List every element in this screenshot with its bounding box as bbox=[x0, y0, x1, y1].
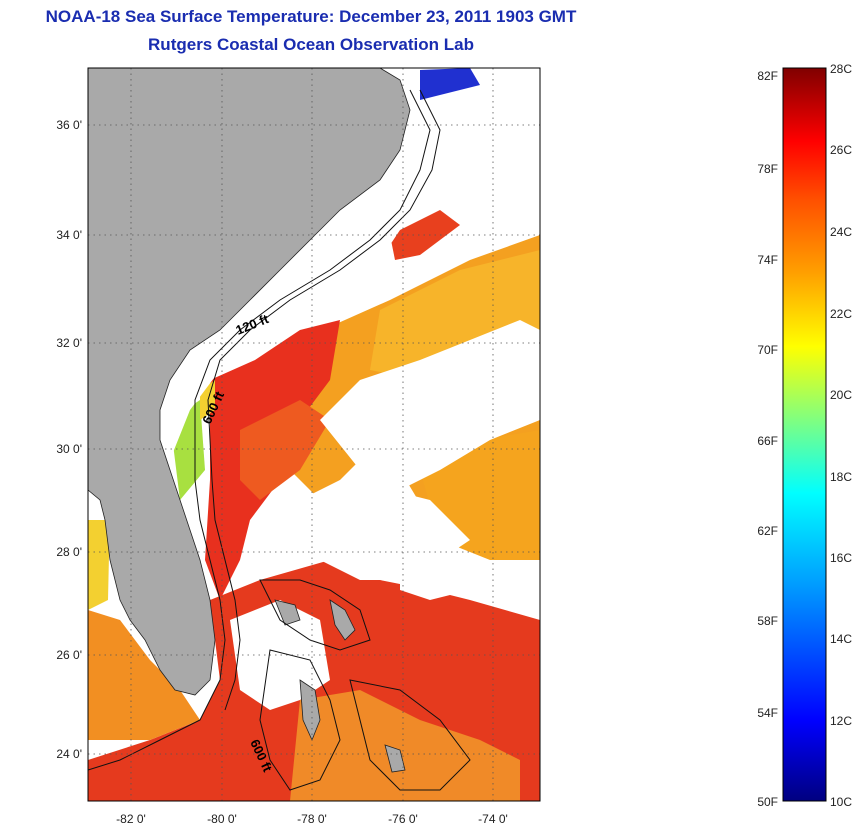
map-subtitle: Rutgers Coastal Ocean Observation Lab bbox=[148, 35, 474, 54]
colorbar-c-label: 14C bbox=[830, 632, 852, 646]
colorbar-f-label: 58F bbox=[757, 614, 778, 628]
colorbar-f-label: 66F bbox=[757, 434, 778, 448]
land-florida-us bbox=[88, 68, 411, 696]
sst-patch-red-orange bbox=[240, 400, 330, 500]
map-title: NOAA-18 Sea Surface Temperature: Decembe… bbox=[45, 7, 577, 26]
lat-label: 24 0' bbox=[56, 747, 82, 761]
colorbar-c-label: 16C bbox=[830, 551, 852, 565]
colorbar-f-labels: 82F 78F 74F 70F 66F 62F 58F 54F 50F bbox=[757, 69, 778, 809]
colorbar-c-label: 26C bbox=[830, 143, 852, 157]
plot-frame bbox=[87, 67, 541, 802]
colorbar-c-labels: 28C 26C 24C 22C 20C 18C 16C 14C 12C 10C bbox=[830, 62, 852, 809]
colorbar-f-label: 54F bbox=[757, 706, 778, 720]
colorbar-f-label: 78F bbox=[757, 162, 778, 176]
lon-label: -76 0' bbox=[388, 812, 418, 826]
land-bahamas bbox=[274, 599, 406, 773]
colorbar-c-label: 22C bbox=[830, 307, 852, 321]
sst-patch-yellow-gulf bbox=[88, 510, 110, 610]
lat-label: 32 0' bbox=[56, 336, 82, 350]
colorbar-c-label: 28C bbox=[830, 62, 852, 76]
colorbar bbox=[782, 67, 827, 802]
lon-label: -80 0' bbox=[207, 812, 237, 826]
lon-axis: -82 0' -80 0' -78 0' -76 0' -74 0' bbox=[116, 812, 508, 826]
colorbar-f-label: 82F bbox=[757, 69, 778, 83]
lon-label: -78 0' bbox=[297, 812, 327, 826]
colorbar-c-label: 24C bbox=[830, 225, 852, 239]
lat-label: 30 0' bbox=[56, 442, 82, 456]
lon-label: -74 0' bbox=[478, 812, 508, 826]
lat-label: 36 0' bbox=[56, 118, 82, 132]
colorbar-c-label: 10C bbox=[830, 795, 852, 809]
sst-patch-north-blue bbox=[420, 68, 480, 100]
colorbar-f-label: 74F bbox=[757, 253, 778, 267]
colorbar-f-label: 70F bbox=[757, 343, 778, 357]
sst-patch-bahamas-orange bbox=[290, 690, 520, 801]
graticule bbox=[88, 68, 540, 801]
lat-axis: 36 0' 34 0' 32 0' 30 0' 28 0' 26 0' 24 0… bbox=[56, 118, 82, 761]
lon-label: -82 0' bbox=[116, 812, 146, 826]
colorbar-f-label: 62F bbox=[757, 524, 778, 538]
lat-label: 28 0' bbox=[56, 545, 82, 559]
sst-patch-gulf bbox=[88, 610, 200, 740]
bathymetry-contours bbox=[88, 89, 471, 791]
colorbar-c-label: 18C bbox=[830, 470, 852, 484]
lat-label: 34 0' bbox=[56, 228, 82, 242]
colorbar-c-label: 20C bbox=[830, 388, 852, 402]
lat-label: 26 0' bbox=[56, 648, 82, 662]
colorbar-c-label: 12C bbox=[830, 714, 852, 728]
colorbar-f-label: 50F bbox=[757, 795, 778, 809]
